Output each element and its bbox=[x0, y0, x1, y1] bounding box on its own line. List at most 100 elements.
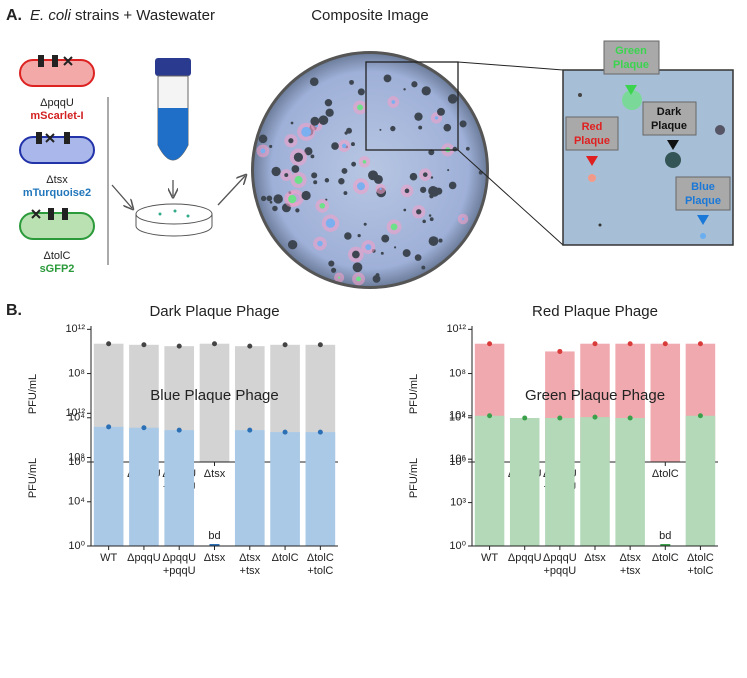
x-tick-label: +tolC bbox=[687, 565, 713, 577]
y-tick-label: 10¹² bbox=[65, 323, 85, 335]
plaque bbox=[422, 172, 428, 177]
plaque bbox=[338, 178, 345, 185]
x-tick-label: Δtsx bbox=[204, 468, 226, 480]
x-tick-label: ΔtolC bbox=[307, 552, 334, 564]
tube bbox=[155, 58, 191, 161]
plaque bbox=[321, 116, 325, 119]
plaque bbox=[422, 219, 426, 224]
bar bbox=[93, 426, 124, 546]
strain-gene: Δtsx bbox=[46, 174, 68, 186]
plaque bbox=[313, 180, 318, 185]
strain-blue: Δtsx mTurquoise2 bbox=[19, 132, 95, 199]
plaque bbox=[284, 209, 287, 212]
plaque bbox=[269, 144, 273, 149]
bar-dot bbox=[557, 415, 563, 421]
plaque bbox=[452, 146, 458, 152]
bar bbox=[580, 417, 610, 546]
bar-dot bbox=[106, 341, 112, 347]
plaque bbox=[383, 74, 392, 83]
plaque bbox=[391, 100, 396, 104]
plaque bbox=[390, 223, 398, 231]
plaque bbox=[341, 143, 347, 149]
zoom-box bbox=[365, 61, 459, 151]
callout: Plaque bbox=[574, 135, 610, 147]
plaque bbox=[344, 131, 348, 135]
plate-plaques bbox=[256, 74, 483, 286]
callout: Plaque bbox=[651, 120, 687, 132]
plaque bbox=[294, 175, 303, 184]
plaque bbox=[328, 260, 335, 267]
bar-dot bbox=[697, 341, 703, 347]
bar-dot bbox=[627, 341, 633, 347]
plaque bbox=[260, 195, 267, 202]
y-tick-label: 10⁴ bbox=[68, 496, 85, 508]
bar bbox=[509, 418, 540, 546]
strain-red: ΔpqqU mScarlet-I bbox=[19, 55, 95, 122]
bar-dot bbox=[106, 424, 112, 430]
plaque bbox=[428, 149, 435, 156]
plaque bbox=[357, 104, 364, 111]
plaque bbox=[414, 254, 422, 261]
y-tick-label: 10⁰ bbox=[68, 540, 85, 552]
y-tick-label: 10⁰ bbox=[449, 540, 466, 552]
y-tick-label: 10⁸ bbox=[68, 451, 85, 463]
strain-marker: mTurquoise2 bbox=[23, 187, 91, 199]
plaque bbox=[459, 120, 467, 128]
plaque bbox=[344, 232, 352, 240]
bar-dot bbox=[212, 341, 217, 347]
y-tick-label: 10⁶ bbox=[449, 453, 466, 465]
plaque bbox=[421, 265, 426, 270]
plaque bbox=[447, 169, 450, 172]
plaque bbox=[465, 146, 470, 151]
y-axis-label: PFU/mL bbox=[408, 458, 420, 498]
plaque bbox=[266, 195, 273, 202]
plaque bbox=[414, 112, 423, 121]
plaque bbox=[357, 233, 361, 238]
bar-dot bbox=[592, 341, 598, 347]
plaque bbox=[428, 214, 432, 217]
bar bbox=[615, 418, 645, 546]
plaque bbox=[324, 98, 333, 107]
plaque bbox=[258, 134, 268, 144]
bar-dot bbox=[141, 425, 147, 431]
chart-title: Blue Plaque Phage bbox=[150, 387, 278, 404]
plaque bbox=[373, 174, 383, 184]
zoom-line bbox=[457, 61, 564, 71]
plaque bbox=[379, 187, 382, 190]
plaque bbox=[447, 94, 458, 104]
bar-dot bbox=[176, 427, 182, 433]
plaque bbox=[310, 154, 315, 159]
bar bbox=[545, 418, 575, 546]
y-tick-label: 10⁰ bbox=[449, 456, 466, 468]
x-tick-label: WT bbox=[481, 552, 498, 564]
plaque bbox=[273, 194, 283, 204]
inset-plaques bbox=[578, 90, 725, 239]
plaque bbox=[365, 244, 372, 251]
panel-title: E. coli strains + Wastewater bbox=[30, 7, 215, 24]
plaque bbox=[351, 161, 357, 167]
plaque bbox=[411, 81, 418, 88]
chart-title: Dark Plaque Phage bbox=[149, 303, 279, 320]
plaque bbox=[356, 276, 361, 282]
strain-gene: ΔtolC bbox=[44, 250, 71, 262]
plaque bbox=[363, 222, 367, 226]
callout: Plaque bbox=[613, 59, 649, 71]
y-tick-label: 10³ bbox=[450, 496, 466, 508]
plaque bbox=[390, 125, 396, 132]
y-axis-label: PFU/mL bbox=[27, 374, 39, 414]
x-tick-label: Δtsx bbox=[239, 552, 261, 564]
plaque bbox=[310, 116, 320, 126]
y-axis-label: PFU/mL bbox=[27, 458, 39, 498]
plaque bbox=[319, 202, 326, 209]
bar-dot bbox=[487, 413, 493, 419]
plaque bbox=[352, 262, 363, 273]
callout: Blue bbox=[691, 181, 715, 193]
bar-dot bbox=[317, 342, 323, 348]
plaque bbox=[404, 188, 410, 194]
plaque bbox=[331, 142, 339, 150]
plaque bbox=[352, 250, 360, 259]
title-italic: E. coli bbox=[30, 7, 72, 24]
plaque bbox=[318, 115, 329, 125]
plaque bbox=[331, 267, 337, 273]
y-tick-label: 10¹² bbox=[446, 323, 466, 335]
